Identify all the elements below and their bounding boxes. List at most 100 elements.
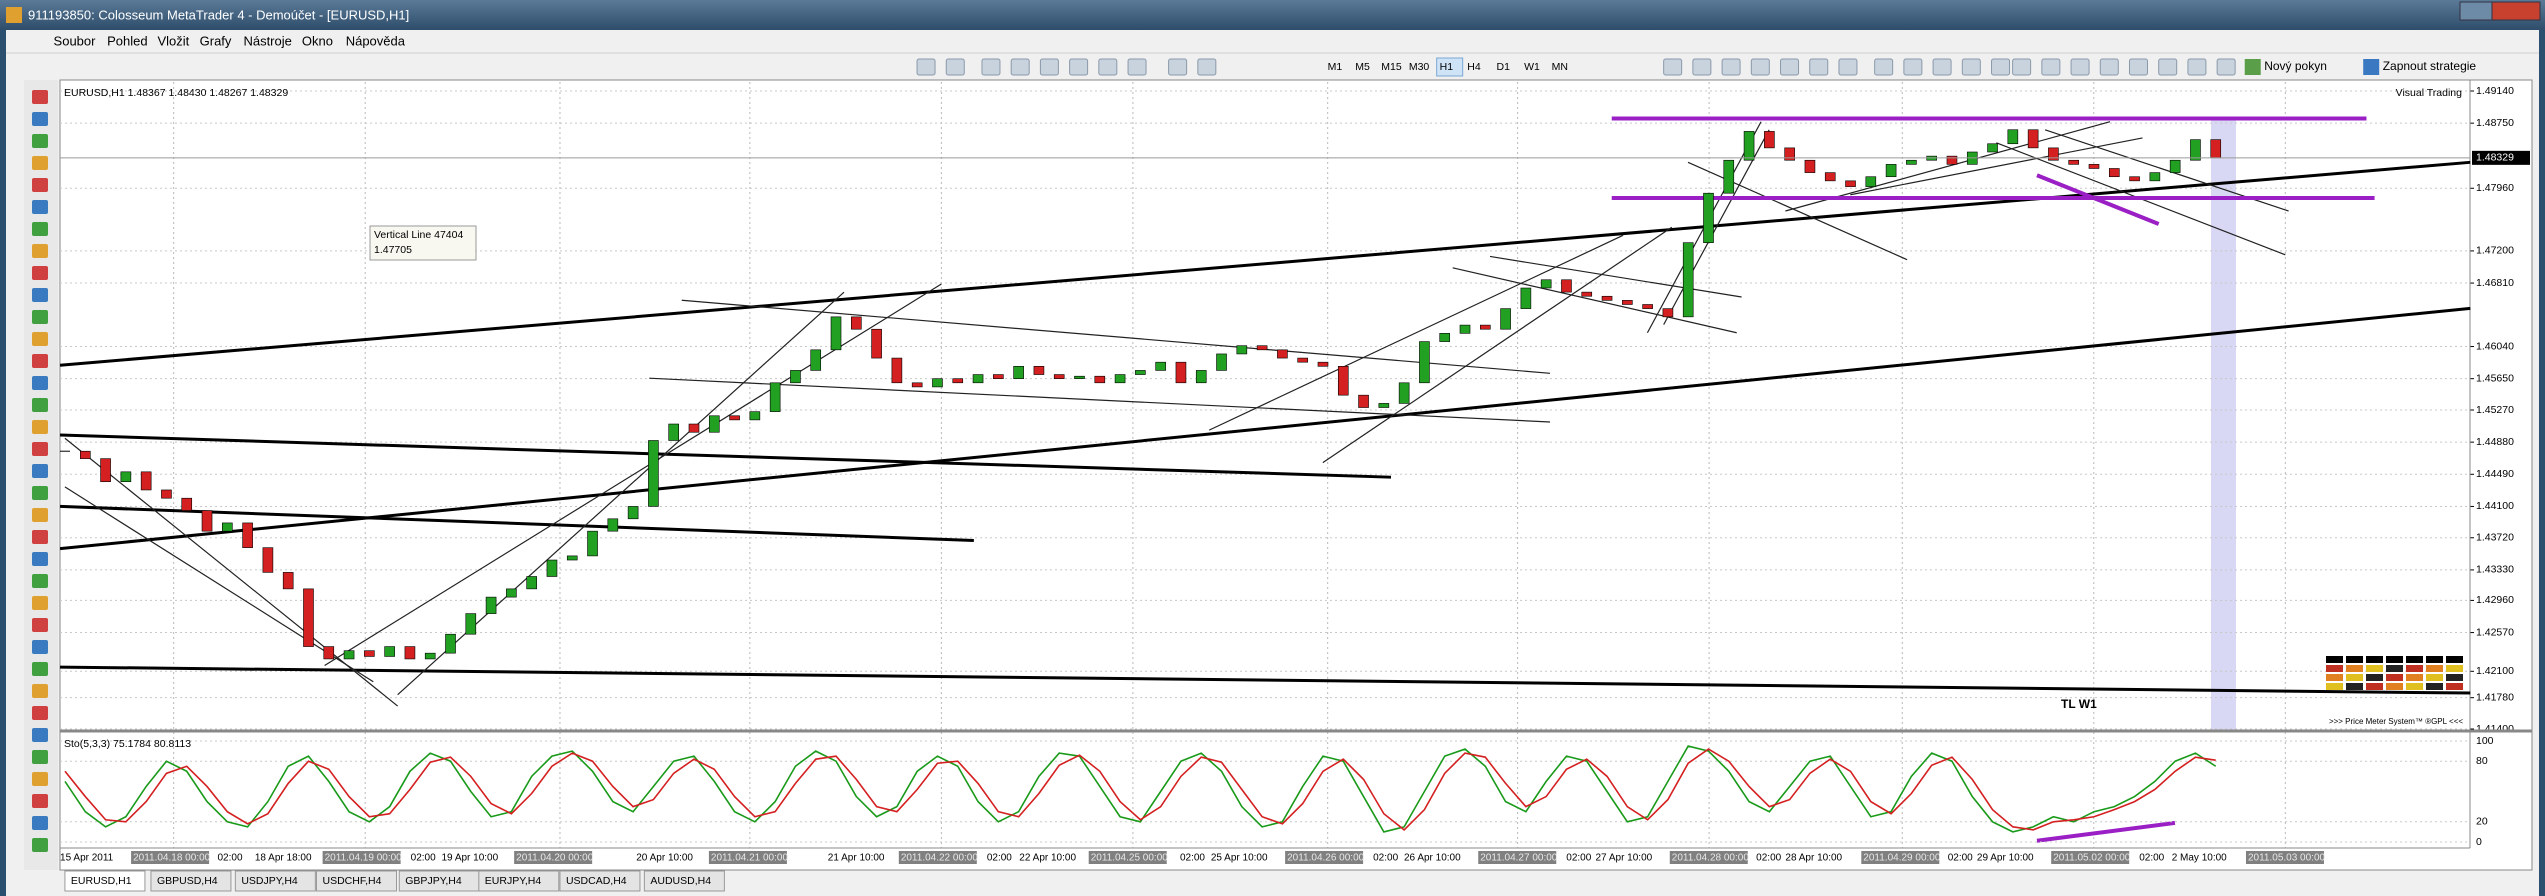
toolbar-icon[interactable] [1692,58,1712,76]
toolbar-icon[interactable] [1098,58,1118,76]
toolbar-icon[interactable] [945,58,965,76]
menu-item[interactable]: Vložit [157,33,189,48]
chart-tab-label[interactable]: USDCHF,H4 [323,875,382,887]
side-icon[interactable] [32,354,48,368]
timeframe-button[interactable]: MN [1552,61,1568,73]
timeframe-button[interactable]: W1 [1524,61,1540,73]
toolbar-icon[interactable] [1010,58,1030,76]
chart-tab[interactable] [234,870,316,892]
side-icon[interactable] [32,816,48,830]
menu-item[interactable]: Nástroje [243,33,291,48]
side-icon[interactable] [32,420,48,434]
side-icon[interactable] [32,530,48,544]
side-icon[interactable] [32,178,48,192]
toolbar-icon[interactable] [2099,58,2119,76]
close-button[interactable] [2491,1,2541,21]
toolbar-icon[interactable] [1663,58,1683,76]
side-icon[interactable] [32,244,48,258]
chart-tab-label[interactable]: EURJPY,H4 [485,875,542,887]
side-icon[interactable] [32,618,48,632]
timeframe-button[interactable]: M15 [1381,61,1402,73]
chart-tab[interactable] [316,870,398,892]
toolbar-icon[interactable] [1903,58,1923,76]
chart-tab[interactable] [150,870,232,892]
chart-tab-label[interactable]: GBPUSD,H4 [157,875,218,887]
timeframe-button[interactable]: H1 [1440,61,1454,73]
side-icon[interactable] [32,332,48,346]
side-icon[interactable] [32,728,48,742]
side-icon[interactable] [32,222,48,236]
toolbar-icon[interactable] [981,58,1001,76]
chart-tab-label[interactable]: USDCAD,H4 [566,875,627,887]
side-icon[interactable] [32,442,48,456]
chart-tab[interactable] [559,870,641,892]
side-icon[interactable] [32,288,48,302]
side-icon[interactable] [32,662,48,676]
toolbar-icon[interactable] [1750,58,1770,76]
side-icon[interactable] [32,552,48,566]
chart-tab-label[interactable]: EURUSD,H1 [71,875,132,887]
side-icon[interactable] [32,794,48,808]
toolbar-icon[interactable] [1780,58,1800,76]
side-icon[interactable] [32,486,48,500]
toolbar-icon[interactable] [2070,58,2090,76]
timeframe-button[interactable]: H4 [1467,61,1481,73]
toolbar-icon[interactable] [916,58,936,76]
toolbar-icon[interactable] [1168,58,1188,76]
toolbar-icon[interactable] [1991,58,2011,76]
toolbar-icon[interactable] [1069,58,1089,76]
toolbar-icon[interactable] [1809,58,1829,76]
toolbar-icon[interactable] [1874,58,1894,76]
chart-tab[interactable] [478,870,560,892]
menu-item[interactable]: Okno [302,33,333,48]
toolbar-icon[interactable] [1838,58,1858,76]
side-icon[interactable] [32,266,48,280]
menu-item[interactable]: Grafy [200,33,232,48]
toolbar-icon[interactable] [1197,58,1217,76]
side-icon[interactable] [32,134,48,148]
minimize-button[interactable] [2459,1,2493,21]
side-icon[interactable] [32,574,48,588]
toolbar-icon[interactable] [1127,58,1147,76]
new-order-button[interactable]: Nový pokyn [2264,59,2327,73]
chart-tab[interactable] [643,870,725,892]
side-icon[interactable] [32,772,48,786]
new-order-icon[interactable] [2244,59,2261,75]
toolbar-icon[interactable] [2187,58,2207,76]
chart-tab-label[interactable]: AUDUSD,H4 [650,875,711,887]
toolbar-icon[interactable] [1932,58,1952,76]
timeframe-button[interactable]: M5 [1355,61,1370,73]
chart-tab-label[interactable]: USDJPY,H4 [241,875,298,887]
side-icon[interactable] [32,508,48,522]
side-icon[interactable] [32,398,48,412]
side-icon[interactable] [32,112,48,126]
side-icon[interactable] [32,750,48,764]
side-icon[interactable] [32,90,48,104]
side-icon[interactable] [32,838,48,852]
menu-item[interactable]: Pohled [107,33,147,48]
side-icon[interactable] [32,156,48,170]
chart-tab-label[interactable]: GBPJPY,H4 [405,875,462,887]
toolbar-icon[interactable] [2128,58,2148,76]
toolbar-icon[interactable] [1961,58,1981,76]
timeframe-button[interactable]: M30 [1409,61,1430,73]
side-icon[interactable] [32,200,48,214]
side-icon[interactable] [32,376,48,390]
toolbar-icon[interactable] [1039,58,1059,76]
toolbar-icon[interactable] [1721,58,1741,76]
timeframe-button[interactable]: M1 [1328,61,1343,73]
side-icon[interactable] [32,596,48,610]
side-icon[interactable] [32,684,48,698]
menu-item[interactable]: Soubor [54,33,97,48]
toolbar-icon[interactable] [2041,58,2061,76]
chart-tab[interactable] [64,870,146,892]
strategies-button[interactable]: Zapnout strategie [2383,59,2477,73]
toolbar-icon[interactable] [2158,58,2178,76]
toolbar-icon[interactable] [2216,58,2236,76]
side-icon[interactable] [32,464,48,478]
side-icon[interactable] [32,640,48,654]
strategies-icon[interactable] [2363,59,2380,75]
side-icon[interactable] [32,706,48,720]
menu-item[interactable]: Nápověda [346,33,406,48]
timeframe-button[interactable]: D1 [1496,61,1510,73]
